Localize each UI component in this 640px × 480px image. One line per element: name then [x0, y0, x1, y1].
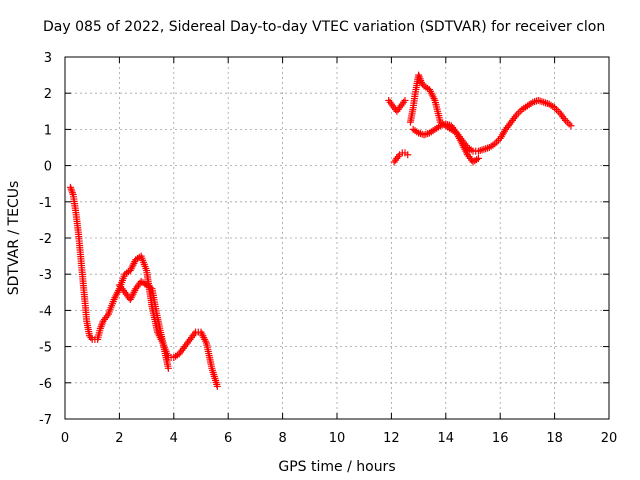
x-tick-label: 14 — [438, 431, 455, 446]
series-segment-1b — [115, 277, 172, 372]
y-tick-label: 3 — [44, 51, 52, 66]
grid — [65, 57, 609, 419]
data-point — [164, 364, 172, 372]
y-tick-label: -1 — [39, 196, 52, 211]
y-tick-label: -6 — [39, 377, 52, 392]
x-tick-label: 8 — [278, 431, 286, 446]
series-segment-2d — [409, 120, 482, 166]
x-tick-label: 0 — [61, 431, 69, 446]
data-point — [567, 122, 575, 130]
x-tick-label: 2 — [115, 431, 123, 446]
y-axis-label: SDTVAR / TECUs — [6, 181, 22, 296]
y-tick-label: -7 — [39, 413, 52, 428]
series-segment-2b — [390, 149, 412, 166]
data-points — [66, 71, 575, 390]
y-tick-label: -4 — [39, 304, 52, 319]
x-tick-label: 4 — [170, 431, 178, 446]
x-tick-label: 12 — [383, 431, 400, 446]
y-tick-label: -3 — [39, 268, 52, 283]
series-segment-2a — [385, 96, 409, 115]
data-point — [474, 154, 482, 162]
x-tick-label: 20 — [601, 431, 618, 446]
chart-title: Day 085 of 2022, Sidereal Day-to-day VTE… — [43, 19, 605, 35]
x-tick-label: 6 — [224, 431, 232, 446]
data-point — [404, 151, 412, 159]
data-point — [401, 96, 409, 104]
y-tick-label: -5 — [39, 341, 52, 356]
x-tick-label: 18 — [546, 431, 563, 446]
x-axis-label: GPS time / hours — [278, 459, 395, 475]
x-tick-label: 10 — [329, 431, 346, 446]
data-point — [213, 382, 221, 390]
y-tick-label: 0 — [44, 160, 52, 175]
y-tick-label: 1 — [44, 123, 52, 138]
y-tick-label: -2 — [39, 232, 52, 247]
y-tick-label: 2 — [44, 87, 52, 102]
x-tick-label: 16 — [492, 431, 509, 446]
